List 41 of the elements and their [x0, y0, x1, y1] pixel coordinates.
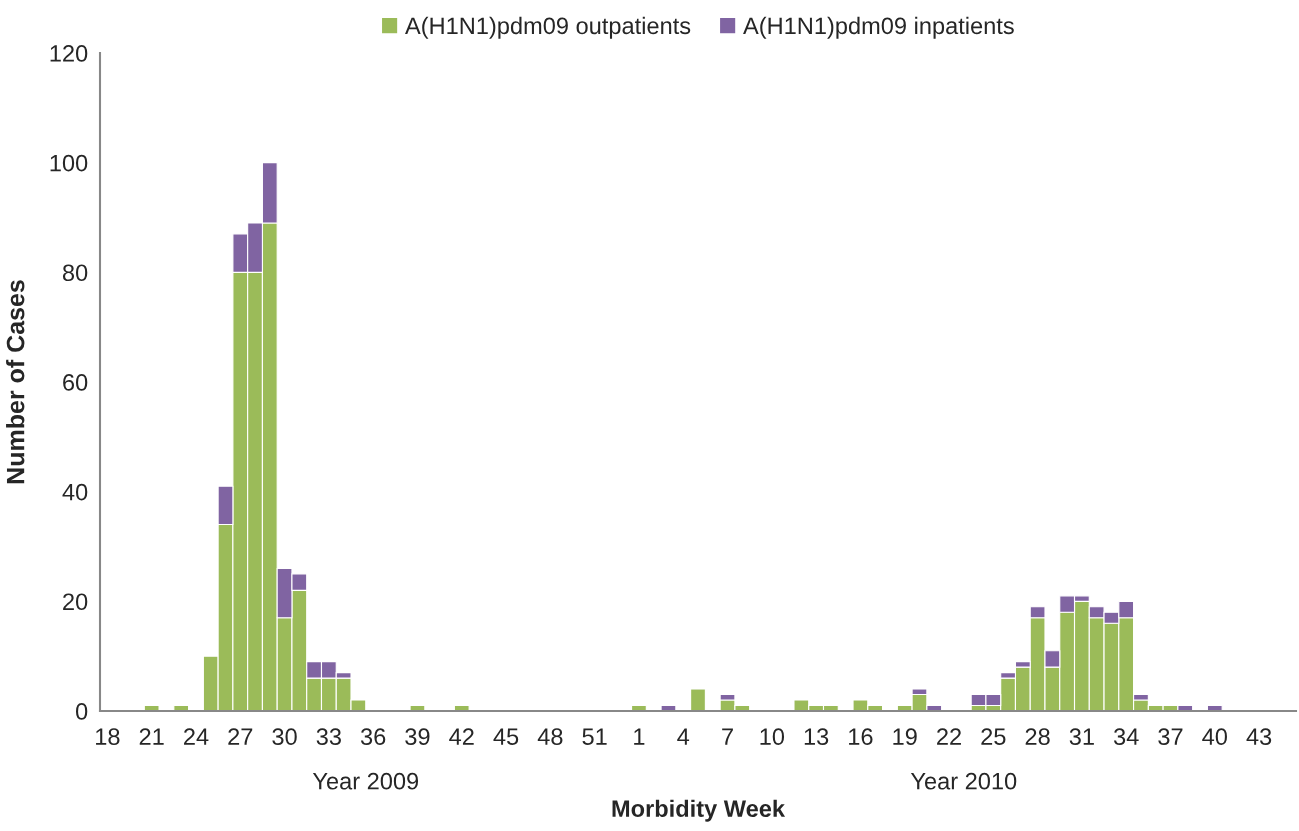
y-axis-title: Number of Cases [6, 280, 25, 484]
x-tick-label: 16 [849, 728, 873, 746]
x-tick-label: 25 [981, 728, 1006, 746]
x-axis-title: Morbidity Week [612, 799, 786, 822]
x-tick-label: 48 [537, 728, 563, 746]
x-tick-label: 42 [449, 728, 474, 745]
x-tick-label: 7 [722, 728, 733, 745]
text: Year 2010 [910, 772, 1017, 790]
x-tick-label: 28 [1025, 728, 1050, 746]
x-tick-label: 27 [228, 728, 253, 745]
x-tick-label: 33 [316, 728, 341, 746]
x-tick-label: 22 [937, 728, 961, 745]
legend-label: A(H1N1)pdm09 inpatients [743, 16, 1014, 39]
x-tick-label: 37 [1158, 728, 1183, 746]
y-tick-label: 60 [63, 374, 88, 391]
x-tick-label: 34 [1113, 728, 1139, 746]
legend-label: A(H1N1)pdm09 outpatients [405, 16, 691, 39]
x-tick-label: 40 [1202, 728, 1227, 746]
x-tick-label: 51 [582, 728, 607, 746]
y-tick-label: 20 [63, 593, 88, 611]
x-tick-label: 43 [1246, 728, 1272, 746]
y-tick-label: 80 [62, 264, 88, 282]
x-tick-label: 21 [139, 728, 164, 745]
bar [690, 688, 706, 711]
y-tick-label: 40 [62, 483, 88, 501]
text: Year 2009 [312, 772, 419, 790]
x-tick-label: 4 [677, 728, 690, 745]
x-tick-label: 39 [405, 728, 430, 746]
x-tick-label: 1 [634, 728, 645, 745]
y-tick-label: 0 [75, 703, 88, 720]
x-tick-label: 24 [184, 728, 209, 745]
x-tick-label: 13 [804, 728, 829, 746]
y-tick-label: 120 [50, 45, 88, 62]
x-tick-label: 19 [893, 728, 917, 746]
y-tick-label: 100 [50, 154, 88, 172]
x-tick-label: 10 [760, 728, 785, 746]
x-tick-label: 30 [272, 728, 297, 746]
x-tick-label: 45 [493, 728, 519, 746]
x-tick-label: 31 [1069, 728, 1094, 746]
x-tick-label: 36 [360, 728, 386, 746]
x-tick-label: 18 [96, 728, 120, 746]
